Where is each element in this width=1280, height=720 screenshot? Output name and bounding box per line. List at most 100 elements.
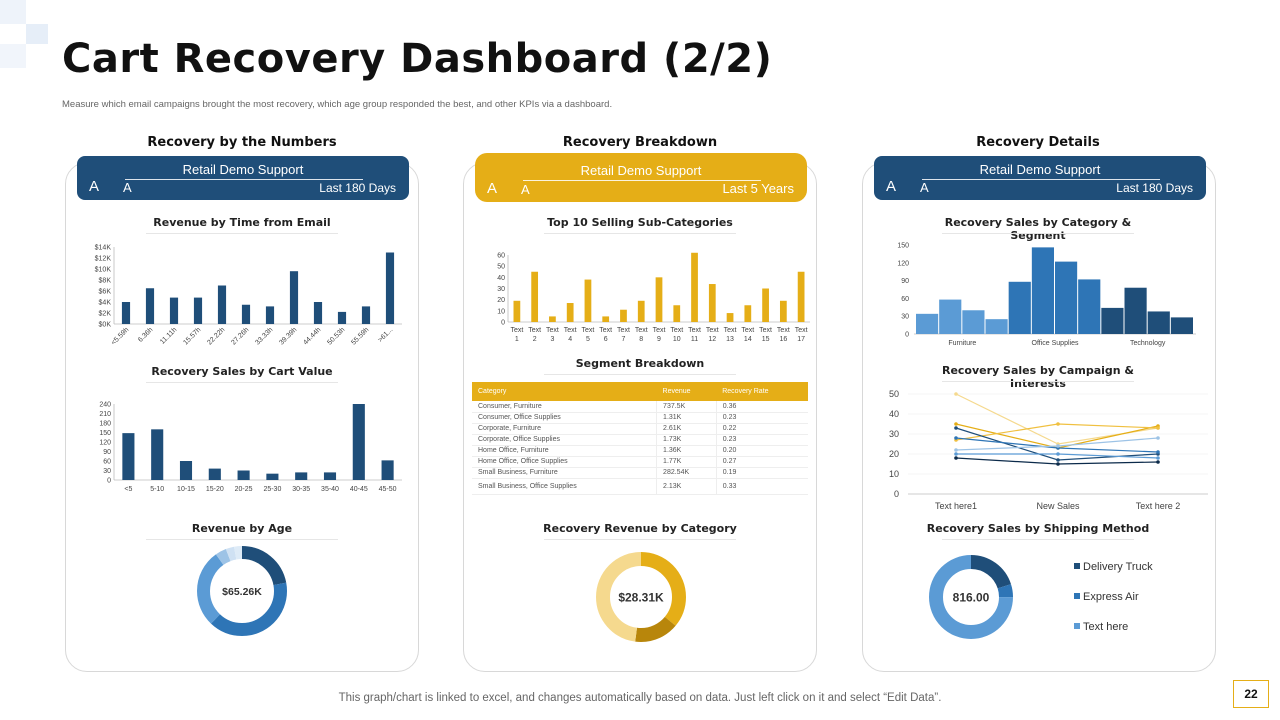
bar <box>385 252 395 324</box>
table-cell: 0.33 <box>715 478 808 495</box>
bar <box>381 460 394 480</box>
font-decrease-icon[interactable]: A <box>920 180 929 195</box>
bar <box>237 470 250 480</box>
x-tick-label: Office Supplies <box>1032 340 1079 347</box>
page-number: 22 <box>1233 680 1269 708</box>
x-tick-label: Text <box>688 327 701 334</box>
bar <box>352 404 365 480</box>
x-tick-label: Text <box>599 327 612 334</box>
age-donut-chart: $65.26K <box>197 546 287 636</box>
y-tick-label: 0 <box>894 489 899 499</box>
y-tick-label: 10 <box>889 469 899 479</box>
x-tick-label: 6.36h <box>137 326 154 343</box>
x-tick-label: Text <box>670 327 683 334</box>
x-tick-label: Text <box>582 327 595 334</box>
bar <box>655 277 663 322</box>
table-cell: 0.23 <box>715 412 808 424</box>
table-row: Small Business, Furniture 282.54K 0.19 <box>472 467 808 479</box>
data-point <box>954 452 958 456</box>
bar <box>1101 307 1124 334</box>
bar <box>531 271 539 322</box>
bar <box>939 299 962 334</box>
banner-divider <box>922 179 1160 180</box>
y-tick-label: 50 <box>889 389 899 399</box>
bar <box>1078 279 1101 334</box>
title-underline <box>544 233 736 234</box>
segment-breakdown-table: Category Revenue Recovery Rate Consumer,… <box>472 382 808 495</box>
table-cell: Home Office, Office Supplies <box>472 456 657 468</box>
bar <box>1170 317 1193 334</box>
data-point <box>954 448 958 452</box>
y-tick-label: 90 <box>901 278 909 285</box>
x-tick-label: 55.59h <box>350 326 370 346</box>
x-tick-label: 15-20 <box>206 486 224 493</box>
donut-slice <box>197 546 287 636</box>
y-tick-label: $10K <box>95 267 112 274</box>
table-row: Corporate, Office Supplies 1.73K 0.23 <box>472 434 808 446</box>
banner-title: Retail Demo Support <box>979 162 1101 177</box>
banner-details: Retail Demo Support A A Last 180 Days <box>874 156 1206 200</box>
bar <box>313 302 323 324</box>
x-tick-label: 25-30 <box>263 486 281 493</box>
x-tick-label: 39.39h <box>278 326 298 346</box>
banner-numbers: Retail Demo Support A A Last 180 Days <box>77 156 409 200</box>
table-cell: Corporate, Furniture <box>472 423 657 435</box>
y-tick-label: 120 <box>99 440 111 447</box>
banner-divider <box>125 179 363 180</box>
x-tick-label: Text here1 <box>935 501 977 511</box>
y-tick-label: 90 <box>103 449 111 456</box>
x-tick-label: Text <box>741 327 754 334</box>
data-point <box>1156 436 1160 440</box>
chart-title-sub-categories: Top 10 Selling Sub-Categories <box>547 216 733 229</box>
x-tick-label: Text <box>777 327 790 334</box>
font-decrease-icon[interactable]: A <box>521 182 530 197</box>
font-increase-icon[interactable]: A <box>89 178 100 195</box>
data-point <box>1056 458 1060 462</box>
table-cell: Consumer, Office Supplies <box>472 412 657 424</box>
chart-title-segment: Segment Breakdown <box>575 357 705 370</box>
y-tick-label: 30 <box>889 429 899 439</box>
donut-center-label: $65.26K <box>222 586 262 598</box>
bar <box>620 309 627 322</box>
chart-title-campaign: Recovery Sales by Campaign & Interests <box>941 364 1135 390</box>
x-tick-label: 7 <box>622 336 626 343</box>
legend-label: Express Air <box>1083 591 1139 603</box>
font-increase-icon[interactable]: A <box>886 178 897 195</box>
table-cell: 0.23 <box>715 434 808 446</box>
x-tick-label: 5 <box>586 336 590 343</box>
bar <box>361 306 371 324</box>
category-segment-chart: 0 30 60 90 120 150 Furniture Office Supplies Tec… <box>897 243 1196 347</box>
bar <box>691 252 698 322</box>
bar <box>289 271 299 324</box>
corner-decoration <box>0 44 26 68</box>
y-tick-label: 180 <box>99 421 111 428</box>
x-tick-label: 27.26h <box>230 326 250 346</box>
donut-slice <box>197 546 287 636</box>
chart-title-category-segment: Recovery Sales by Category & Segment <box>944 216 1132 242</box>
donut-center-label: 816.00 <box>953 590 990 604</box>
bar <box>779 300 787 322</box>
data-point <box>954 422 958 426</box>
x-tick-label: 13 <box>726 336 734 343</box>
table-cell: 2.13K <box>656 478 717 495</box>
title-underline <box>146 539 338 540</box>
bar <box>566 303 574 322</box>
table-row: Home Office, Office Supplies 1.77K 0.27 <box>472 456 808 468</box>
y-tick-label: 30 <box>103 468 111 475</box>
x-tick-label: Text <box>706 327 719 334</box>
y-tick-label: $14K <box>95 245 112 252</box>
x-tick-label: 1 <box>515 336 519 343</box>
chart-title-age: Revenue by Age <box>191 522 293 535</box>
title-underline <box>544 374 736 375</box>
x-tick-label: Text <box>510 327 523 334</box>
font-increase-icon[interactable]: A <box>487 180 498 197</box>
bar <box>549 316 556 322</box>
banner-breakdown: Retail Demo Support A A Last 5 Years <box>475 153 807 202</box>
x-tick-label: 2 <box>533 336 537 343</box>
bar <box>602 316 610 322</box>
y-tick-label: 30 <box>901 314 909 321</box>
bar <box>1147 311 1170 334</box>
x-tick-label: Technology <box>1130 340 1166 347</box>
bar <box>266 473 279 480</box>
font-decrease-icon[interactable]: A <box>123 180 132 195</box>
